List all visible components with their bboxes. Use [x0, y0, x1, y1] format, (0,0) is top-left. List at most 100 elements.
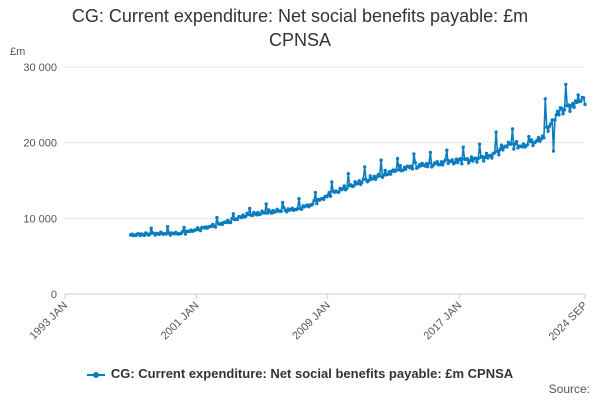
data-point [549, 122, 553, 126]
data-point [562, 108, 567, 112]
data-point [181, 229, 185, 234]
data-point [505, 145, 509, 149]
data-point [453, 160, 457, 165]
data-point [427, 161, 431, 165]
legend-label: CG: Current expenditure: Net social bene… [110, 366, 514, 381]
data-point [509, 142, 513, 146]
gridlines [65, 66, 585, 295]
data-point [398, 164, 402, 168]
data-point [438, 162, 442, 167]
data-point [561, 112, 565, 116]
data-point [520, 145, 524, 149]
data-point [571, 101, 575, 106]
series-line [130, 83, 586, 237]
data-point [383, 168, 387, 173]
data-point [386, 172, 390, 176]
y-tick-label: 20 000 [23, 138, 57, 150]
data-point [501, 148, 505, 152]
data-point [425, 164, 430, 169]
data-point [428, 150, 433, 155]
data-point [416, 165, 420, 169]
data-point [360, 180, 364, 184]
data-point [404, 167, 408, 171]
data-point [382, 173, 386, 177]
legend-line-marker-icon [86, 371, 105, 378]
data-point [488, 153, 493, 158]
data-point [499, 143, 504, 147]
chart-title-line2: CPNSA [268, 30, 331, 50]
x-tick-label: 2024 SEP [547, 300, 591, 344]
series-layer [129, 82, 587, 238]
source-label: Source: [548, 382, 590, 396]
data-point [342, 184, 346, 188]
data-point [439, 160, 443, 164]
data-point [367, 178, 371, 183]
data-point [555, 109, 560, 113]
data-point [315, 201, 319, 206]
data-point [458, 157, 463, 161]
chart-title: CG: Current expenditure: Net social bene… [0, 4, 600, 52]
data-point [300, 207, 304, 211]
data-point [313, 190, 318, 195]
x-tick-label: 2009 JAN [290, 300, 333, 343]
data-point [576, 93, 580, 97]
data-point [149, 226, 153, 230]
data-point [554, 113, 558, 117]
data-point [445, 148, 449, 152]
data-point [551, 149, 556, 153]
data-point [545, 125, 549, 129]
data-point [525, 143, 530, 147]
data-point [395, 156, 400, 161]
data-point [372, 174, 376, 178]
data-point [337, 190, 341, 194]
data-point [419, 164, 423, 168]
data-point [410, 167, 415, 171]
data-point [473, 156, 478, 160]
data-point [583, 102, 587, 107]
data-point [546, 129, 550, 133]
data-point [521, 142, 526, 146]
data-point [312, 198, 316, 203]
data-point [282, 206, 286, 210]
data-point [401, 168, 405, 172]
data-point [248, 206, 252, 211]
data-point [235, 217, 240, 222]
data-point [512, 147, 516, 151]
data-point [495, 149, 500, 153]
data-point [412, 152, 416, 156]
data-point [321, 197, 326, 202]
y-axis-unit-label: £m [10, 46, 26, 58]
data-point [431, 163, 435, 168]
chart-title-line1: CG: Current expenditure: Net social bene… [71, 6, 529, 26]
data-point [356, 181, 360, 186]
data-point [424, 162, 428, 166]
data-point [183, 232, 188, 236]
data-point [443, 158, 448, 162]
legend[interactable]: CG: Current expenditure: Net social bene… [0, 366, 600, 381]
data-point [228, 220, 233, 225]
data-point [553, 118, 557, 122]
data-point [269, 211, 274, 215]
data-point [264, 202, 268, 206]
data-point [510, 127, 515, 131]
y-tick-label: 10 000 [23, 213, 57, 225]
x-tick-label: 2001 JAN [159, 300, 202, 343]
data-point [373, 177, 378, 181]
data-point [456, 160, 460, 165]
data-point [539, 137, 543, 141]
data-point [476, 156, 480, 161]
data-point [379, 158, 383, 162]
data-point [550, 118, 554, 122]
data-point [243, 214, 248, 219]
data-point [148, 232, 152, 236]
data-point [363, 165, 367, 169]
data-point [230, 217, 234, 221]
data-point [239, 215, 244, 220]
data-point [246, 212, 251, 217]
x-tick-label: 2017 JAN [422, 300, 465, 343]
data-point [285, 210, 289, 214]
data-point [361, 177, 365, 181]
data-point [581, 96, 586, 100]
data-point [330, 180, 334, 184]
data-point [566, 103, 571, 107]
